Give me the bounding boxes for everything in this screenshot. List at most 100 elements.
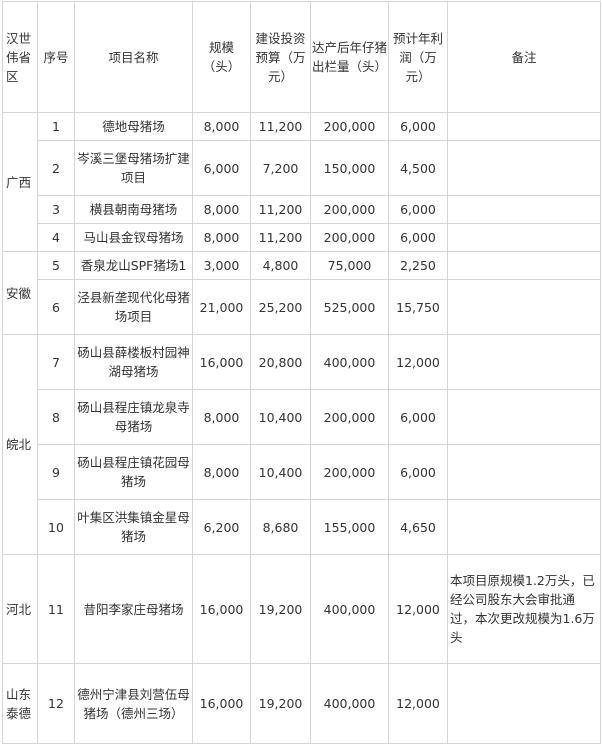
- note-cell: [447, 223, 601, 252]
- no-cell: 10: [37, 499, 75, 555]
- name-cell: 香泉龙山SPF猪场1: [74, 251, 193, 280]
- table-row: 广西 1 德地母猪场 8,000 11,200 200,000 6,000: [2, 112, 601, 252]
- header-region: 汉世伟省区: [2, 1, 38, 113]
- no-cell: 7: [37, 334, 75, 390]
- note-cell: [447, 334, 601, 390]
- note-cell: [447, 499, 601, 555]
- table-row: 山东泰德 12 德州宁津县刘营伍母猪场（德州三场） 16,000 19,200 400,0…: [2, 663, 601, 744]
- table-row: 10 叶集区洪集镇金星母猪场 6,200 8,680 155,000 4,650: [3, 499, 601, 555]
- table-row: 9 砀山县程庄镇花园母猪场 8,000 10,400 200,000 6,000: [3, 444, 601, 500]
- region-cell: 山东泰德: [2, 663, 38, 744]
- no-cell: 8: [37, 389, 75, 445]
- scale-cell: 8,000: [192, 112, 251, 141]
- note-cell: [447, 112, 601, 141]
- no-cell: 6: [37, 279, 75, 335]
- no-cell: 3: [37, 195, 75, 224]
- table-row: 2 岑溪三堡母猪场扩建项目 6,000 7,200 150,000 4,500: [3, 140, 601, 196]
- budget-cell: 20,800: [250, 334, 311, 390]
- budget-cell: 25,200: [250, 279, 311, 335]
- no-cell: 4: [37, 223, 75, 252]
- region-cell: 河北: [2, 554, 38, 664]
- table-row: 安徽 5 香泉龙山SPF猪场1 3,000 4,800 75,000 2,250: [2, 251, 601, 335]
- scale-cell: 8,000: [192, 389, 251, 445]
- output-cell: 200,000: [310, 444, 389, 500]
- scale-cell: 16,000: [192, 663, 251, 744]
- table-row: 河北 11 昔阳李家庄母猪场 16,000 19,200 400,000 12,000 本项目…: [2, 554, 601, 664]
- table-row: 6 泾县新垄现代化母猪场项目 21,000 25,200 525,000 15,750: [3, 279, 601, 335]
- no-cell: 2: [37, 140, 75, 196]
- output-cell: 200,000: [310, 389, 389, 445]
- header-budget: 建设投资预算（万元）: [250, 1, 311, 113]
- scale-cell: 8,000: [192, 223, 251, 252]
- header-row: 汉世伟省区 序号 项目名称 规模（头） 建设投资预算（万元） 达产后年仔猪出栏量…: [2, 1, 601, 113]
- table-row: 8 砀山县程庄镇龙泉寺母猪场 8,000 10,400 200,000 6,000: [3, 389, 601, 445]
- table-row: 皖北 7 砀山县薛楼板村园神湖母猪场 16,000 20,800 400,000 12,00…: [2, 334, 601, 555]
- note-cell: 本项目原规模1.2万头，已经公司股东大会审批通过，本次更改规模为1.6万头: [447, 554, 601, 664]
- no-cell: 5: [37, 251, 75, 280]
- output-cell: 155,000: [310, 499, 389, 555]
- output-cell: 525,000: [310, 279, 389, 335]
- header-no: 序号: [37, 1, 75, 113]
- profit-cell: 6,000: [388, 444, 448, 500]
- note-cell: [447, 444, 601, 500]
- note-cell: [447, 251, 601, 280]
- scale-cell: 6,200: [192, 499, 251, 555]
- region-cell: 皖北: [2, 334, 38, 555]
- note-cell: [447, 279, 601, 335]
- scale-cell: 21,000: [192, 279, 251, 335]
- name-cell: 德地母猪场: [74, 112, 193, 141]
- name-cell: 叶集区洪集镇金星母猪场: [74, 499, 193, 555]
- profit-cell: 12,000: [388, 554, 448, 664]
- profit-cell: 2,250: [388, 251, 448, 280]
- output-cell: 400,000: [310, 334, 389, 390]
- profit-cell: 6,000: [388, 112, 448, 141]
- header-name: 项目名称: [74, 1, 193, 113]
- no-cell: 12: [37, 663, 75, 744]
- profit-cell: 4,650: [388, 499, 448, 555]
- budget-cell: 10,400: [250, 444, 311, 500]
- table-row: 3 横县朝南母猪场 8,000 11,200 200,000 6,000: [3, 195, 601, 224]
- profit-cell: 12,000: [388, 334, 448, 390]
- profit-cell: 6,000: [388, 389, 448, 445]
- name-cell: 岑溪三堡母猪场扩建项目: [74, 140, 193, 196]
- scale-cell: 3,000: [192, 251, 251, 280]
- scale-cell: 6,000: [192, 140, 251, 196]
- no-cell: 9: [37, 444, 75, 500]
- budget-cell: 4,800: [250, 251, 311, 280]
- no-cell: 11: [37, 554, 75, 664]
- budget-cell: 19,200: [250, 554, 311, 664]
- name-cell: 砀山县程庄镇花园母猪场: [74, 444, 193, 500]
- output-cell: 200,000: [310, 223, 389, 252]
- note-cell: [447, 389, 601, 445]
- name-cell: 昔阳李家庄母猪场: [74, 554, 193, 664]
- output-cell: 200,000: [310, 112, 389, 141]
- profit-cell: 6,000: [388, 223, 448, 252]
- budget-cell: 10,400: [250, 389, 311, 445]
- budget-cell: 11,200: [250, 112, 311, 141]
- header-note: 备注: [447, 1, 601, 113]
- budget-cell: 11,200: [250, 195, 311, 224]
- name-cell: 泾县新垄现代化母猪场项目: [74, 279, 193, 335]
- profit-cell: 12,000: [388, 663, 448, 744]
- budget-cell: 19,200: [250, 663, 311, 744]
- profit-cell: 4,500: [388, 140, 448, 196]
- profit-cell: 6,000: [388, 195, 448, 224]
- header-profit: 预计年利润（万元）: [388, 1, 448, 113]
- name-cell: 德州宁津县刘营伍母猪场（德州三场）: [74, 663, 193, 744]
- profit-cell: 15,750: [388, 279, 448, 335]
- output-cell: 400,000: [310, 554, 389, 664]
- scale-cell: 8,000: [192, 444, 251, 500]
- note-cell: [447, 195, 601, 224]
- budget-cell: 11,200: [250, 223, 311, 252]
- output-cell: 75,000: [310, 251, 389, 280]
- name-cell: 横县朝南母猪场: [74, 195, 193, 224]
- header-scale: 规模（头）: [192, 1, 251, 113]
- name-cell: 马山县金钗母猪场: [74, 223, 193, 252]
- header-output: 达产后年仔猪出栏量（头）: [310, 1, 389, 113]
- output-cell: 150,000: [310, 140, 389, 196]
- name-cell: 砀山县薛楼板村园神湖母猪场: [74, 334, 193, 390]
- region-cell: 安徽: [2, 251, 38, 335]
- output-cell: 200,000: [310, 195, 389, 224]
- budget-cell: 8,680: [250, 499, 311, 555]
